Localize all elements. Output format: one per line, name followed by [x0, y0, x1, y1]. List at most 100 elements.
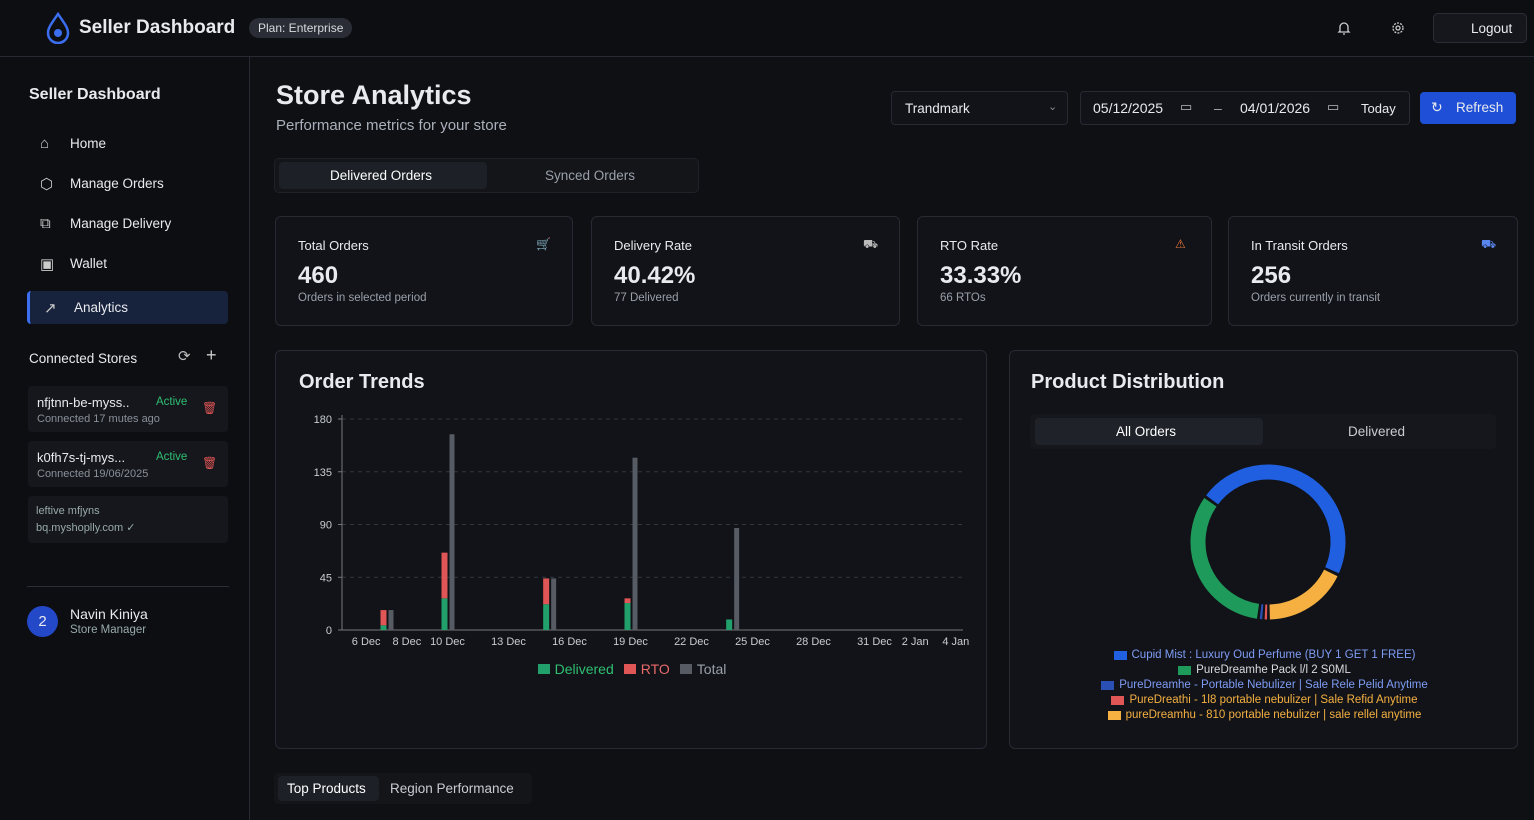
kpi-value: 460 — [298, 262, 339, 289]
store-select[interactable]: Trandmark — [891, 91, 1068, 125]
x-tick-label: 16 Dec — [552, 636, 587, 648]
nav-item[interactable]: Home — [70, 136, 107, 151]
store-note: bq.myshoplly.com ✓ — [36, 522, 136, 534]
legend-item[interactable]: pureDreamhu - 810 portable nebulizer | s… — [1107, 709, 1422, 721]
trend-plot: 0 45 90 135 180 6 Dec 8 Dec 10 Dec 13 Dec 16 Dec 1… — [314, 414, 970, 648]
kpi-note: 77 Delivered — [614, 292, 679, 304]
delete-icon[interactable]: 🗑 — [202, 456, 218, 470]
x-tick-label: 10 Dec — [430, 636, 465, 648]
legend-item[interactable]: Delivered — [537, 661, 614, 677]
x-tick-label: 22 Dec — [674, 636, 709, 648]
legend-label: PureDreamhe Pack l/l 2 S0ML — [1196, 664, 1351, 676]
y-tick-label: 90 — [320, 520, 332, 532]
store-status: Active — [156, 451, 188, 463]
kpi-label: RTO Rate — [940, 238, 999, 253]
nav-icon: ↗ — [44, 300, 57, 317]
sidebar — [0, 57, 250, 820]
nav-icon: ⧉ — [40, 215, 51, 232]
x-tick-label: 19 Dec — [613, 636, 648, 648]
legend-item[interactable]: Total — [679, 661, 727, 677]
store-detail: Connected 17 mutes ago — [37, 413, 160, 425]
x-tick-label: 4 Jan — [942, 636, 969, 648]
logo — [46, 12, 70, 44]
settings-icon[interactable] — [1390, 20, 1406, 36]
legend-swatch — [623, 664, 636, 674]
kpi-card — [591, 216, 900, 326]
add-store-icon[interactable]: + — [206, 345, 217, 365]
legend-item[interactable]: PureDreamhe Pack l/l 2 S0ML — [1178, 664, 1351, 676]
kpi-card — [1228, 216, 1518, 326]
date-from[interactable]: 05/12/2025 — [1093, 100, 1164, 116]
legend: Delivered RTO Total — [276, 661, 988, 677]
bar-segment — [624, 598, 631, 604]
store-detail: Connected 19/06/2025 — [37, 468, 149, 480]
delete-icon[interactable]: 🗑 — [202, 401, 218, 415]
store-card — [28, 441, 228, 487]
bar-segment — [726, 619, 733, 630]
legend-swatch — [679, 664, 692, 674]
nav-item[interactable]: Manage Orders — [70, 176, 164, 191]
bar — [734, 528, 740, 630]
nav-icon: ⬡ — [40, 176, 54, 193]
kpi-card — [917, 216, 1212, 326]
tab[interactable]: Delivered Orders — [330, 168, 433, 183]
calendar-icon: ▭ — [1180, 99, 1193, 114]
nav-item[interactable]: Wallet — [70, 256, 108, 271]
store-name: nfjtnn-be-myss.. — [37, 395, 130, 410]
legend-label: PureDreamhe - Portable Nebulizer | Sale … — [1119, 679, 1428, 691]
chart-title: Product Distribution — [1031, 371, 1225, 393]
bar-segment — [543, 578, 550, 605]
active-tab-bg — [279, 162, 487, 189]
legend-swatch — [1111, 695, 1125, 705]
nav-icon: ▣ — [40, 256, 55, 273]
refresh-button[interactable]: Refresh — [1420, 92, 1516, 124]
date-separator: – — [1214, 100, 1222, 116]
tab[interactable]: All Orders — [1116, 424, 1177, 439]
active-nav-bg — [27, 291, 228, 324]
calendar-icon: ▭ — [1327, 99, 1340, 114]
legend-item[interactable]: RTO — [623, 661, 670, 677]
donut-segment — [1190, 497, 1260, 619]
date-range[interactable] — [1080, 91, 1410, 125]
bar — [388, 610, 394, 630]
bar-segment — [624, 603, 631, 630]
legend-item[interactable]: PureDreamhe - Portable Nebulizer | Sale … — [1101, 679, 1428, 691]
donut-legend: Cupid Mist : Luxury Oud Perfume (BUY 1 G… — [1010, 649, 1519, 721]
bar-segment — [441, 598, 448, 630]
store-name: k0fh7s-tj-mys... — [37, 450, 126, 465]
bottom-tab[interactable]: Top Products — [287, 781, 366, 796]
kpi-note: 66 RTOs — [940, 292, 986, 304]
legend-label: Total — [696, 661, 727, 677]
bar — [551, 578, 557, 630]
store-card — [28, 386, 228, 432]
logout-button[interactable]: Logout — [1433, 13, 1527, 43]
page-title: Store Analytics — [276, 80, 472, 110]
tab[interactable]: Delivered — [1348, 424, 1406, 439]
date-to[interactable]: 04/01/2026 — [1240, 100, 1311, 116]
bar — [449, 434, 455, 630]
refresh-icon: ↻ — [1431, 99, 1443, 115]
legend-swatch — [1101, 680, 1115, 690]
bottom-tab[interactable]: Region Performance — [390, 781, 514, 796]
legend-label: RTO — [640, 661, 670, 677]
nav-item[interactable]: Manage Delivery — [70, 216, 172, 231]
today-button[interactable]: Today — [1361, 101, 1396, 116]
kpi-value: 40.42% — [614, 262, 696, 289]
legend-item[interactable]: Cupid Mist : Luxury Oud Perfume (BUY 1 G… — [1113, 649, 1415, 661]
page-subtitle: Performance metrics for your store — [276, 117, 507, 134]
store-note-card — [28, 496, 228, 543]
kpi-icon: 🛒 — [536, 237, 551, 251]
x-tick-label: 31 Dec — [857, 636, 892, 648]
x-tick-label: 8 Dec — [392, 636, 421, 648]
legend-item[interactable]: PureDreathi - 1l8 portable nebulizer | S… — [1111, 694, 1418, 706]
nav-item[interactable]: Analytics — [74, 300, 129, 315]
y-tick-label: 45 — [320, 572, 332, 584]
legend-label: pureDreamhu - 810 portable nebulizer | s… — [1125, 709, 1422, 721]
tab[interactable]: Synced Orders — [545, 168, 636, 183]
legend-label: Delivered — [554, 661, 614, 677]
bell-icon[interactable] — [1336, 20, 1352, 36]
refresh-stores-icon[interactable]: ⟳ — [178, 348, 191, 365]
user-role: Store Manager — [70, 624, 147, 636]
kpi-icon: ⛟ — [863, 237, 879, 251]
